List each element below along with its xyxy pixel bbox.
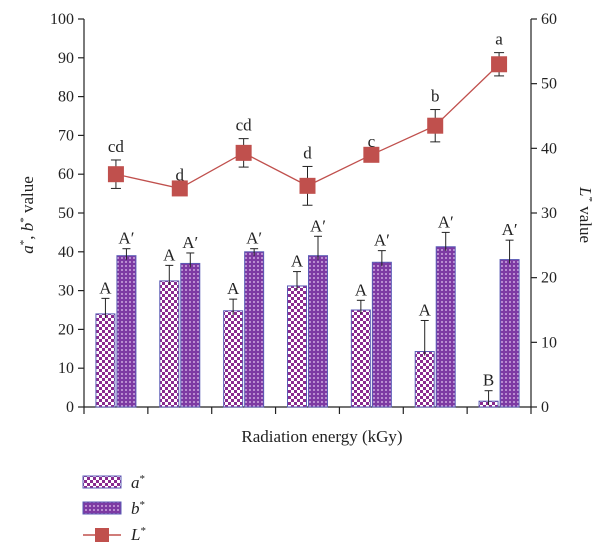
letter-b-star: A′ [438,212,454,231]
letter-l-star: c [368,132,376,151]
l-star-point [491,56,508,73]
left-tick-label: 20 [58,321,74,338]
letter-b-star: A′ [246,229,262,248]
letter-b-star: A′ [310,216,326,235]
legend-item-b: b* [82,499,145,518]
l-star-point [299,177,316,194]
letter-b-star: A′ [118,229,134,248]
letter-a-star: A [291,252,304,271]
bar-b-star [499,259,520,408]
left-tick-label: 80 [58,89,74,106]
right-tick-label: 10 [541,334,557,351]
letter-a-star: A [419,300,432,319]
legend-label-a: a* [131,473,145,492]
right-tick-label: 30 [541,205,557,222]
bar-a-star [287,285,307,408]
letter-a-star: B [483,371,494,390]
letter-b-star: A′ [502,220,518,239]
left-tick-label: 40 [58,244,74,261]
letter-a-star: A [99,278,112,297]
bar-a-star [159,280,180,408]
right-tick-label: 60 [541,11,557,28]
legend-item-a: a* [82,473,145,492]
significance-letters: A A′ A A′ A A′ A A′ A A′ A A′ B A′ cd d cd d c b a [99,30,517,390]
left-tick-label: 0 [66,399,74,416]
letter-l-star: b [431,87,440,106]
bar-a-star [350,309,371,408]
right-tick-label: 20 [541,270,557,287]
bar-b-star [308,255,328,408]
letter-b-star: A′ [374,231,390,250]
bar-b-star [435,246,456,408]
bar-b-star [371,261,392,408]
right-tick-label: 0 [541,399,549,416]
bar-b-star [244,251,265,408]
right-tick-label: 50 [541,76,557,93]
letter-l-star: d [303,143,312,162]
left-axis-title: a*, b* value [18,176,37,254]
legend-square-marker [95,528,109,542]
bar-a-star [223,310,244,408]
right-axis-title: L* value [576,186,592,243]
letter-l-star: a [495,30,503,49]
left-tick-label: 70 [58,127,74,144]
l-star-point [363,146,380,163]
letter-l-star: d [176,165,185,184]
letter-b-star: A′ [182,233,198,252]
bars [95,231,520,408]
l-star-line [107,52,508,206]
left-tick-label: 50 [58,205,74,222]
x-axis-title: Radiation energy (kGy) [241,427,402,446]
legend-label-l: L* [130,525,146,544]
bar-a-star [95,313,116,408]
left-tick-label: 60 [58,166,74,183]
legend: a* b* L* [82,473,146,544]
legend-label-b: b* [131,499,145,518]
right-tick-label: 40 [541,140,557,157]
letter-l-star: cd [108,137,125,156]
letter-a-star: A [163,245,176,264]
legend-item-l: L* [83,525,146,544]
left-tick-label: 10 [58,360,74,377]
axes: 0 10 20 30 40 50 60 70 80 90 100 0 10 20 30 40 50 60 [50,11,557,416]
left-tick-label: 30 [58,283,74,300]
l-star-point [107,166,124,183]
l-star-point [171,180,188,197]
bar-a-star [414,351,435,408]
checkered-bar-icon [82,475,122,489]
letter-a-star: A [227,279,240,298]
letter-a-star: A [355,280,368,299]
dotted-bar-icon [82,501,122,515]
l-star-point [427,117,444,134]
bar-b-star [180,262,201,408]
letter-l-star: cd [236,116,253,135]
left-tick-label: 100 [50,11,74,28]
bar-b-star [116,255,137,408]
l-star-point [235,144,252,161]
left-tick-label: 90 [58,50,74,67]
